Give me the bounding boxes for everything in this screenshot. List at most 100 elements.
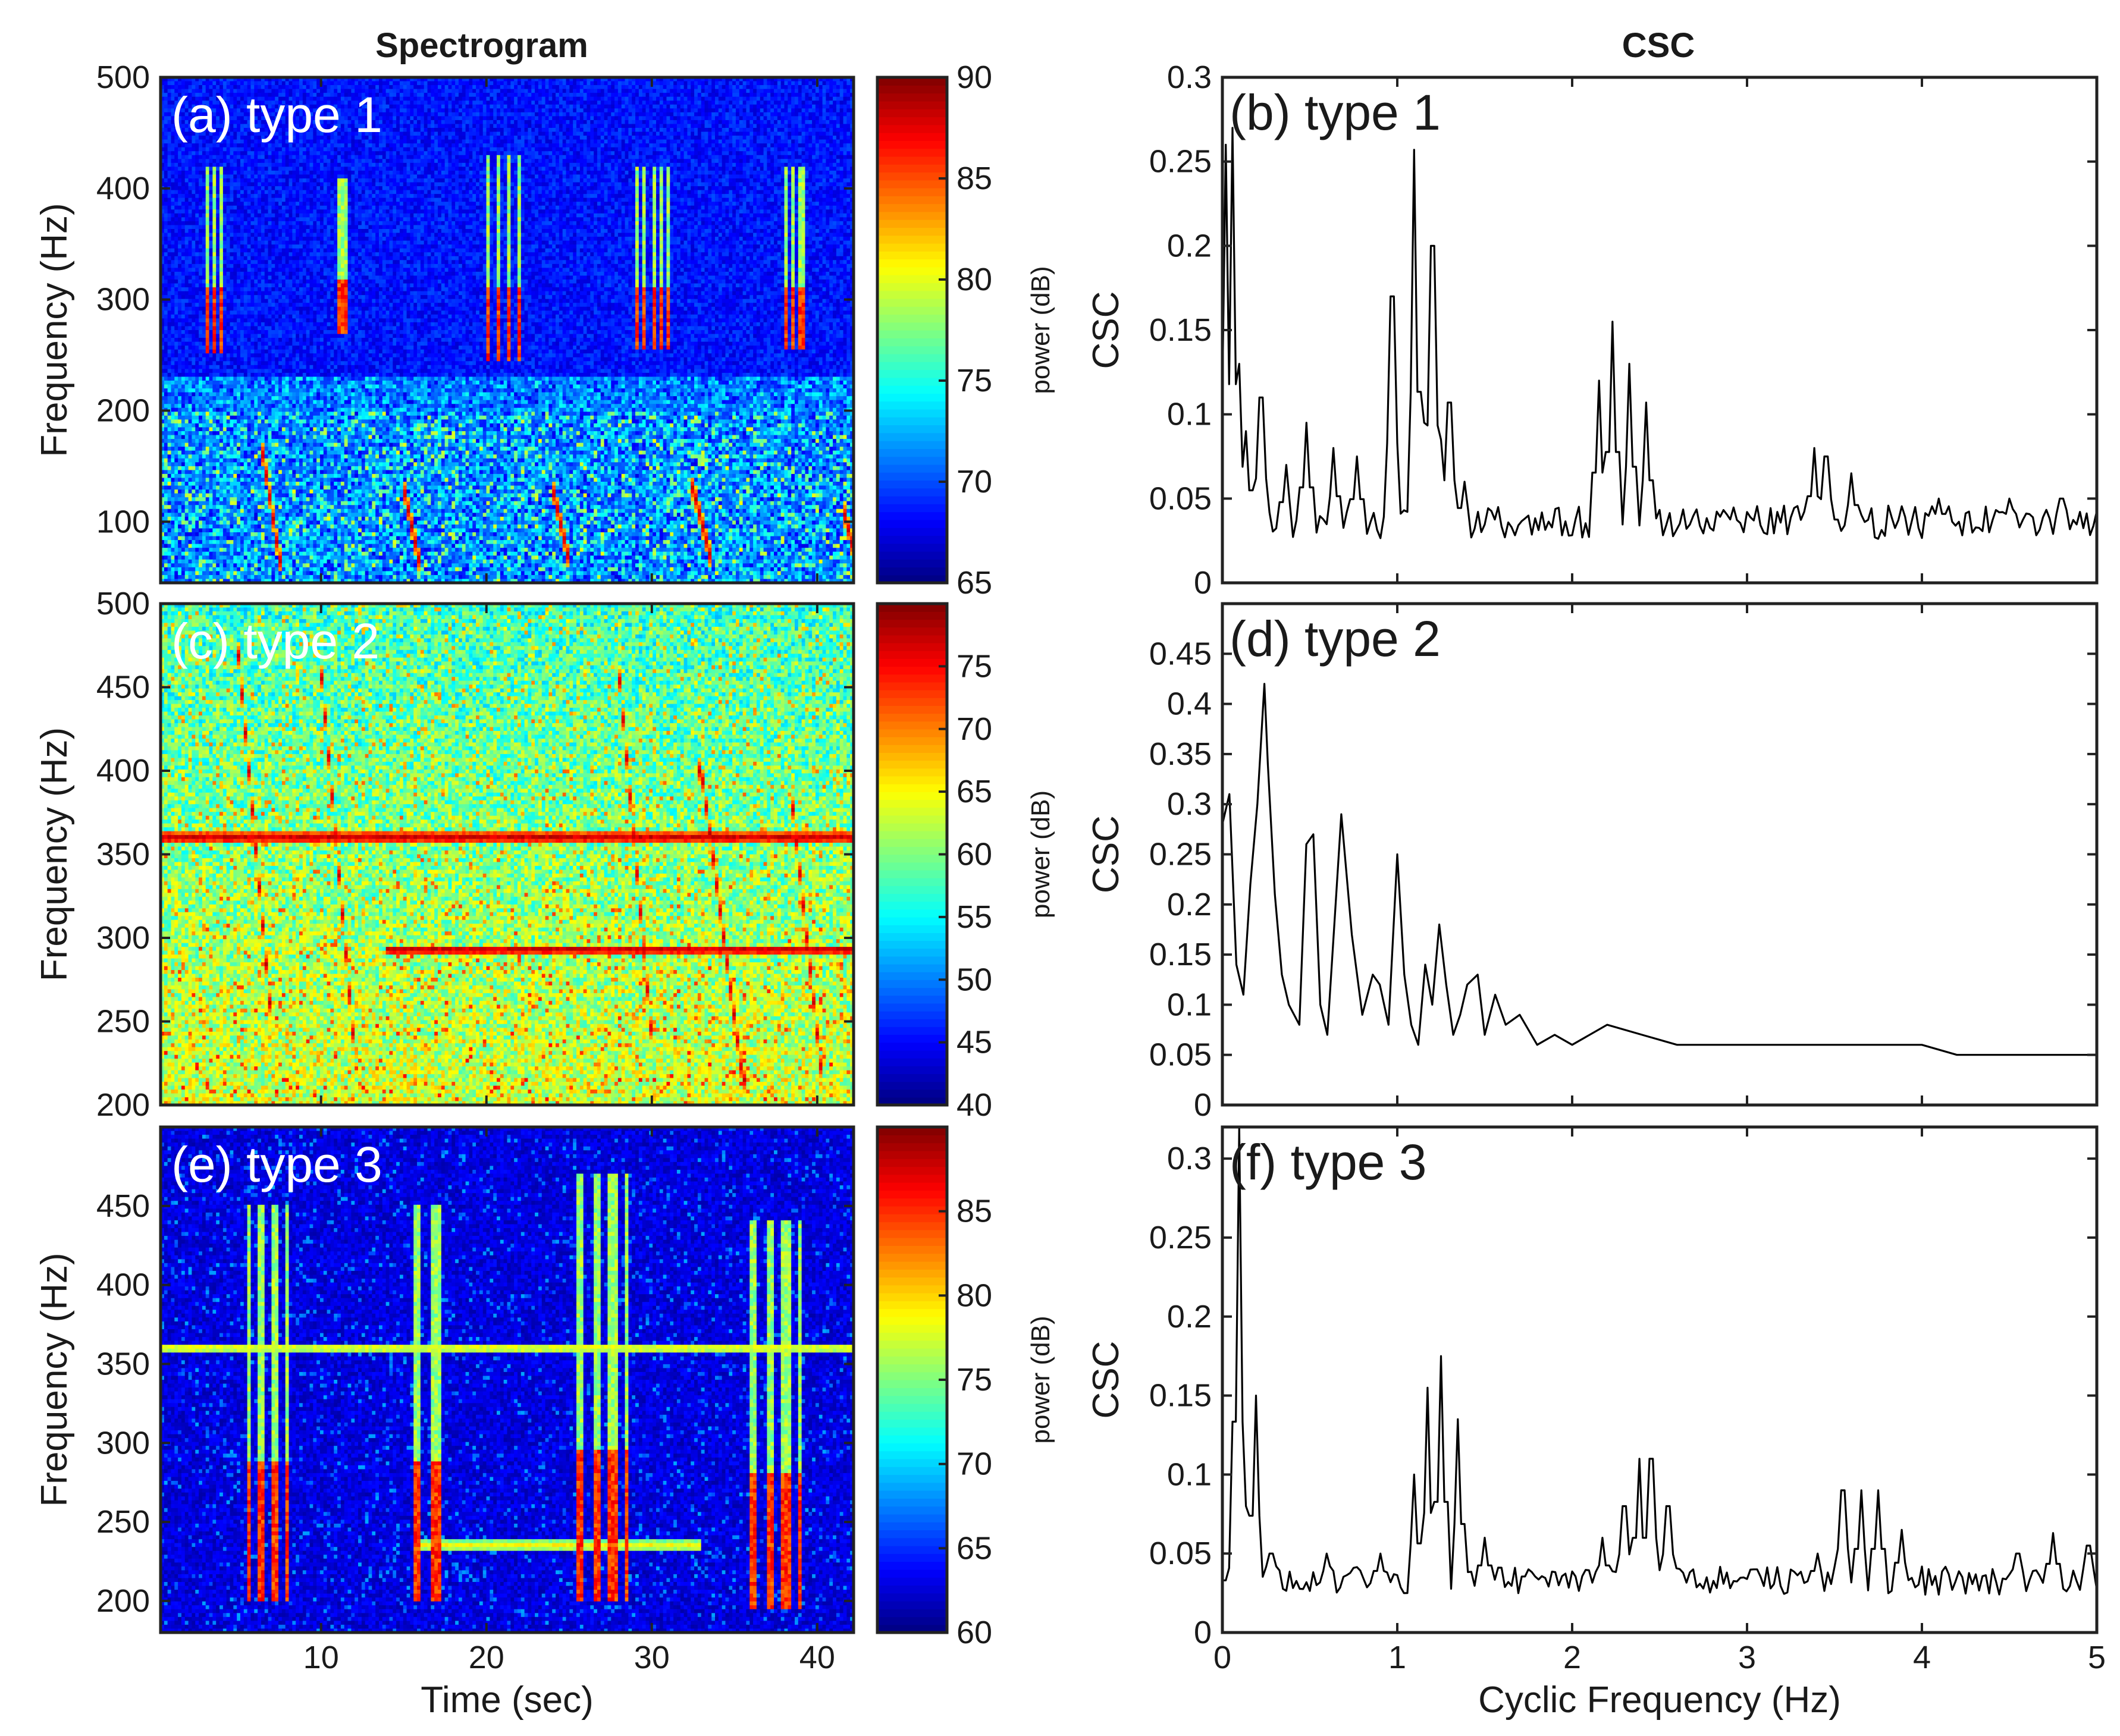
- heatmap-cell: [403, 85, 407, 89]
- heatmap-cell: [798, 81, 802, 86]
- heatmap-cell: [528, 81, 531, 86]
- heatmap-cell: [711, 81, 715, 86]
- heatmap-cell: [441, 81, 445, 86]
- heatmap-cell: [597, 81, 601, 86]
- heatmap-cell: [451, 81, 455, 86]
- heatmap-cell: [701, 81, 705, 86]
- heatmap-cell: [500, 85, 504, 89]
- heatmap-cell: [729, 81, 732, 86]
- heatmap-cell: [805, 81, 808, 86]
- heatmap-cell: [510, 81, 514, 86]
- heatmap-cell: [341, 81, 344, 86]
- heatmap-cell: [424, 81, 428, 86]
- heatmap-cell: [382, 81, 386, 86]
- heatmap-cell: [375, 81, 379, 86]
- heatmap-cell: [472, 81, 476, 86]
- heatmap-cell: [625, 81, 629, 86]
- heatmap-cell: [525, 81, 528, 86]
- heatmap-cell: [569, 85, 573, 89]
- heatmap-cell: [743, 81, 747, 86]
- heatmap-cell: [580, 81, 584, 86]
- heatmap-cell: [424, 85, 428, 89]
- heatmap-cell: [604, 85, 608, 89]
- heatmap-cell: [736, 81, 739, 86]
- heatmap-cell: [660, 81, 663, 86]
- heatmap-cell: [244, 81, 247, 86]
- heatmap-cell: [774, 81, 777, 86]
- heatmap-cell: [334, 81, 337, 86]
- heatmap-cell: [542, 81, 545, 86]
- csc-column-title: CSC: [1622, 26, 1695, 65]
- heatmap-cell: [393, 81, 396, 86]
- heatmap-cell: [531, 85, 535, 89]
- heatmap-cell: [389, 81, 393, 86]
- heatmap-cell: [826, 81, 829, 86]
- heatmap-cell: [497, 85, 500, 89]
- heatmap-cell: [258, 81, 261, 86]
- heatmap-cell: [199, 81, 202, 86]
- heatmap-cell: [206, 81, 209, 86]
- heatmap-cell: [614, 85, 618, 89]
- heatmap-cell: [410, 85, 413, 89]
- heatmap-cell: [691, 81, 694, 86]
- heatmap-cell: [171, 81, 174, 86]
- heatmap-cell: [209, 81, 213, 86]
- heatmap-cell: [303, 81, 306, 86]
- heatmap-cell: [504, 81, 507, 86]
- heatmap-cell: [434, 81, 438, 86]
- heatmap-cell: [770, 81, 774, 86]
- heatmap-cell: [421, 85, 424, 89]
- heatmap-cell: [559, 81, 563, 86]
- heatmap-cell: [306, 81, 310, 86]
- heatmap-cell: [518, 85, 521, 89]
- heatmap-cell: [715, 81, 719, 86]
- heatmap-cell: [445, 85, 449, 89]
- heatmap-cell: [563, 85, 566, 89]
- heatmap-cell: [504, 85, 507, 89]
- heatmap-cell: [237, 81, 240, 86]
- heatmap-cell: [559, 85, 563, 89]
- heatmap-cell: [441, 85, 445, 89]
- heatmap-cell: [400, 85, 403, 89]
- spectrogram-type-1: 100200300400500Frequency (Hz)(a) type 16…: [34, 59, 1055, 601]
- heatmap-cell: [372, 81, 375, 86]
- heatmap-cell: [746, 81, 749, 86]
- heatmap-cell: [479, 85, 483, 89]
- heatmap-cell: [739, 81, 743, 86]
- heatmap-cell: [552, 81, 556, 86]
- heatmap-cell: [469, 81, 472, 86]
- heatmap-cell: [250, 81, 254, 86]
- heatmap-cell: [573, 85, 576, 89]
- heatmap-cell: [407, 81, 410, 86]
- heatmap-cell: [666, 81, 670, 86]
- heatmap-cell: [632, 81, 635, 86]
- heatmap-cell: [438, 85, 441, 89]
- heatmap-cell: [777, 81, 781, 86]
- heatmap-cell: [438, 81, 441, 86]
- heatmap-cell: [490, 85, 493, 89]
- spectrogram-heatmap: [161, 77, 854, 583]
- heatmap-cell: [590, 81, 594, 86]
- heatmap-cell: [497, 81, 500, 86]
- heatmap-cell: [448, 85, 451, 89]
- heatmap-cell: [407, 85, 410, 89]
- heatmap-cell: [451, 85, 455, 89]
- heatmap-cell: [687, 81, 691, 86]
- heatmap-cell: [365, 81, 369, 86]
- heatmap-cell: [299, 81, 303, 86]
- heatmap-cell: [413, 85, 417, 89]
- heatmap-cell: [202, 81, 206, 86]
- heatmap-cell: [653, 81, 656, 86]
- heatmap-cell: [455, 81, 459, 86]
- heatmap-cell: [227, 81, 230, 86]
- heatmap-cell: [289, 81, 293, 86]
- heatmap-cell: [254, 81, 258, 86]
- heatmap-cell: [614, 81, 618, 86]
- heatmap-cell: [587, 81, 590, 86]
- heatmap-cell: [764, 81, 767, 86]
- heatmap-cell: [548, 85, 552, 89]
- heatmap-cell: [386, 81, 390, 86]
- heatmap-cell: [192, 81, 195, 86]
- heatmap-cell: [362, 81, 365, 86]
- heatmap-cell: [459, 81, 466, 86]
